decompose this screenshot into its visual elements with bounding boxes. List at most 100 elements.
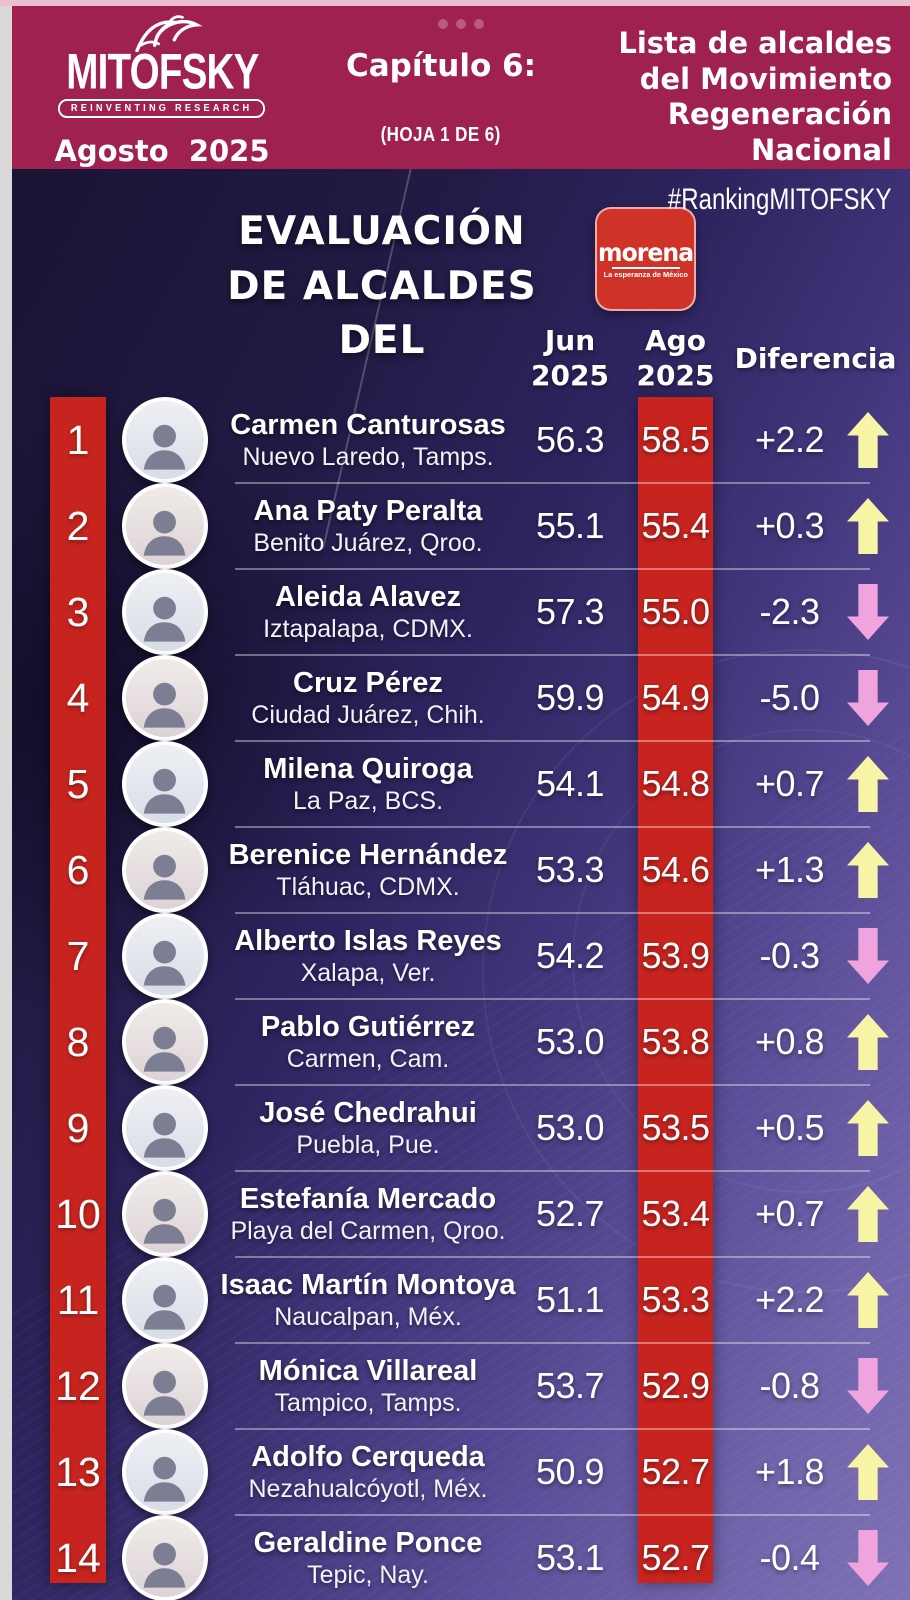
mayor-name: Ana Paty Peralta: [253, 495, 483, 528]
diff-value: +2.2: [754, 419, 825, 460]
title-section: EVALUACIÓN DE ALCALDES DEL morena La esp…: [12, 169, 910, 397]
mayor-location: La Paz, BCS.: [292, 786, 444, 815]
rank-number: 11: [56, 1276, 100, 1323]
page-margin: [0, 0, 12, 1600]
up-arrow-icon: [847, 412, 889, 468]
ranking-table: 1 Carmen Canturosas Nuevo Laredo, Tamps.…: [12, 397, 910, 1600]
mayor-name: Pablo Gutiérrez: [260, 1011, 476, 1044]
person-icon: [144, 1112, 186, 1158]
diff-value: -2.3: [759, 591, 820, 632]
mayor-location: Benito Juárez, Qroo.: [253, 528, 483, 557]
mayor-name: José Chedrahui: [259, 1097, 477, 1130]
avatar-cell: [122, 1171, 208, 1257]
mayor-identity: Mónica Villareal Tampico, Tamps.: [222, 1356, 514, 1416]
up-arrow-icon: [847, 1014, 889, 1070]
sheet-indicator: (HOJA 1 DE 6): [380, 124, 502, 146]
mayor-name: Carmen Canturosas: [230, 409, 506, 442]
up-arrow-icon: [847, 1444, 889, 1500]
mayor-photo: [122, 1343, 208, 1429]
avatar-cell: [122, 655, 208, 741]
column-header-jun: Jun 2025: [514, 319, 626, 397]
up-arrow-icon: [847, 1272, 889, 1328]
person-icon: [144, 424, 186, 470]
rank-column-strip: [50, 397, 106, 1583]
morena-logo-rule: [611, 266, 680, 269]
mayor-name: Adolfo Cerqueda: [251, 1441, 485, 1474]
jun-score: 53.0: [535, 1021, 605, 1062]
trend-cell: [842, 756, 894, 812]
table-row: 11 Isaac Martín Montoya Naucalpan, Méx. …: [12, 1257, 910, 1344]
table-row: 5 Milena Quiroga La Paz, BCS. 54.1 54.8 …: [12, 741, 910, 828]
ago-score: 52.9: [641, 1365, 710, 1406]
trend-cell: [842, 1272, 894, 1328]
avatar-cell: [122, 827, 208, 913]
trend-cell: [842, 584, 894, 640]
mayor-identity: Estefanía Mercado Playa del Carmen, Qroo…: [222, 1184, 514, 1244]
mayor-identity: Alberto Islas Reyes Xalapa, Ver.: [222, 926, 514, 986]
mayor-identity: Adolfo Cerqueda Nezahualcóyotl, Méx.: [222, 1442, 514, 1502]
mayor-identity: Carmen Canturosas Nuevo Laredo, Tamps.: [222, 410, 514, 470]
ago-score: 52.7: [641, 1537, 710, 1578]
mayor-name: Mónica Villareal: [258, 1355, 478, 1388]
report-date: Agosto 2025: [54, 134, 270, 168]
mayor-identity: Ana Paty Peralta Benito Juárez, Qroo.: [222, 496, 514, 556]
mayor-photo: [122, 397, 208, 483]
brand-block: MITOFSKY REINVENTING RESEARCH Agosto 202…: [12, 6, 312, 169]
mayor-location: Playa del Carmen, Qroo.: [230, 1216, 506, 1245]
ago-score: 53.9: [641, 935, 710, 976]
mayor-photo: [122, 741, 208, 827]
down-arrow-icon: [847, 1358, 889, 1414]
avatar-cell: [122, 1085, 208, 1171]
trend-cell: [842, 412, 894, 468]
rank-number: 8: [66, 1018, 90, 1065]
avatar-cell: [122, 483, 208, 569]
table-row: 6 Berenice Hernández Tláhuac, CDMX. 53.3…: [12, 827, 910, 914]
mayor-photo: [122, 827, 208, 913]
rank-number: 7: [66, 932, 90, 979]
diff-value: +0.5: [754, 1107, 825, 1148]
mayor-identity: Pablo Gutiérrez Carmen, Cam.: [222, 1012, 514, 1072]
trend-cell: [842, 1358, 894, 1414]
table-row: 7 Alberto Islas Reyes Xalapa, Ver. 54.2 …: [12, 913, 910, 1000]
ago-score: 54.9: [641, 677, 710, 718]
mayor-photo: [122, 569, 208, 655]
trend-cell: [842, 670, 894, 726]
table-row: 4 Cruz Pérez Ciudad Juárez, Chih. 59.9 5…: [12, 655, 910, 742]
mayor-location: Iztapalapa, CDMX.: [263, 614, 473, 643]
column-header-ago-month: Ago: [645, 324, 706, 357]
column-header-jun-month: Jun: [544, 324, 596, 357]
chapter-title: Capítulo 6:: [345, 48, 537, 84]
person-icon: [144, 768, 186, 814]
jun-score: 52.7: [535, 1193, 605, 1234]
diff-value: -0.4: [759, 1537, 820, 1578]
person-icon: [144, 1198, 186, 1244]
mayor-identity: José Chedrahui Puebla, Pue.: [222, 1098, 514, 1158]
morena-logo-word: morena: [597, 237, 694, 267]
mayor-name: Cruz Pérez: [293, 667, 443, 700]
jun-score: 59.9: [535, 677, 605, 718]
morena-logo-slogan: La esperanza de México: [603, 269, 688, 279]
mayor-photo: [122, 1429, 208, 1515]
mayor-identity: Isaac Martín Montoya Naucalpan, Méx.: [221, 1270, 516, 1331]
up-arrow-icon: [847, 1186, 889, 1242]
mayor-location: Puebla, Pue.: [296, 1130, 440, 1159]
mayor-location: Naucalpan, Méx.: [274, 1302, 462, 1331]
mayor-location: Ciudad Juárez, Chih.: [251, 700, 485, 729]
table-row: 2 Ana Paty Peralta Benito Juárez, Qroo. …: [12, 483, 910, 570]
diff-value: +0.7: [754, 1193, 825, 1234]
mayor-photo: [122, 1515, 208, 1600]
person-icon: [144, 510, 186, 556]
mayor-photo: [122, 913, 208, 999]
carousel-dot: [474, 19, 484, 29]
diff-value: -5.0: [759, 677, 820, 718]
down-arrow-icon: [847, 928, 889, 984]
down-arrow-icon: [847, 670, 889, 726]
mayor-photo: [122, 1257, 208, 1343]
ago-score: 54.6: [641, 849, 710, 890]
carousel-dots: [438, 19, 484, 29]
mayor-location: Nuevo Laredo, Tamps.: [242, 442, 494, 471]
up-arrow-icon: [847, 842, 889, 898]
diff-value: +0.7: [754, 763, 825, 804]
avatar-cell: [122, 913, 208, 999]
